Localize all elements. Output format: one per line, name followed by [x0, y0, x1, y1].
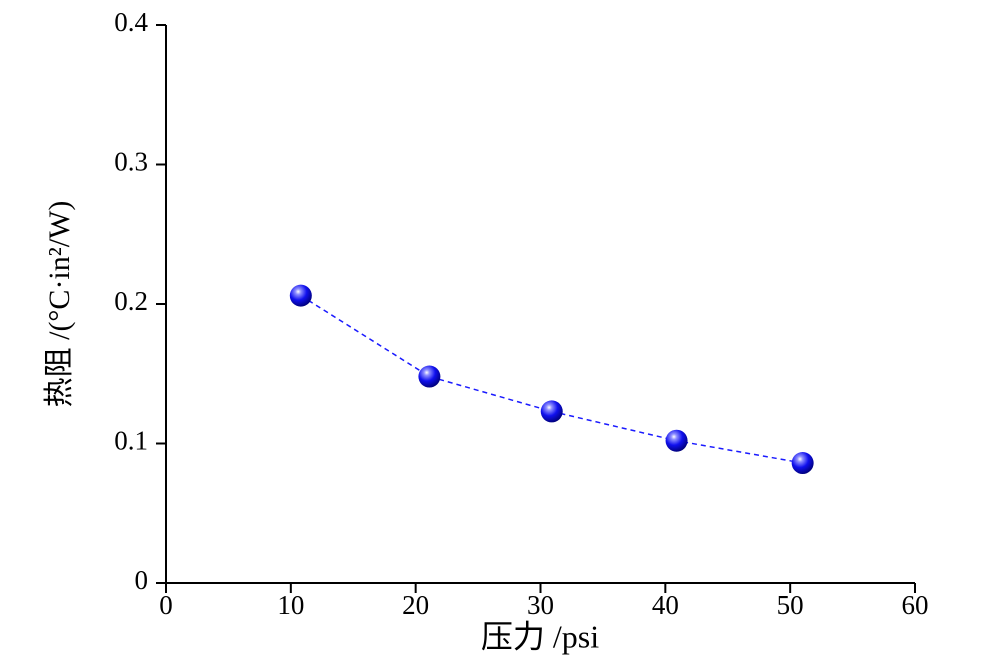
y-axis-label: 热阻 /(°C·in²/W) [43, 201, 76, 408]
x-tick-label: 10 [277, 590, 304, 620]
x-tick-label: 0 [159, 590, 173, 620]
x-tick-label: 50 [777, 590, 804, 620]
y-tick-label: 0.2 [114, 286, 148, 316]
data-point [791, 452, 814, 475]
data-point [418, 365, 441, 388]
x-tick-label: 20 [402, 590, 429, 620]
x-tick-label: 60 [902, 590, 929, 620]
y-tick-label: 0.4 [114, 7, 148, 37]
y-tick-label: 0.3 [114, 147, 148, 177]
data-line [300, 294, 803, 464]
data-point [540, 400, 563, 423]
x-axis-label: 压力 /psi [481, 618, 599, 654]
data-point [665, 429, 688, 452]
data-point [289, 284, 312, 307]
x-tick-label: 30 [527, 590, 554, 620]
y-tick-label: 0.1 [114, 426, 148, 456]
y-tick-label: 0 [135, 565, 149, 595]
x-tick-label: 40 [652, 590, 679, 620]
